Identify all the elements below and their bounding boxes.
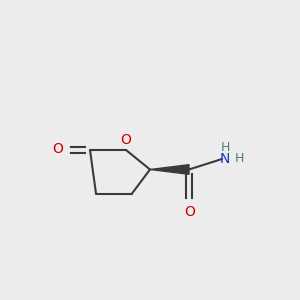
Text: H: H xyxy=(235,152,244,166)
Polygon shape xyxy=(150,165,189,174)
Text: O: O xyxy=(52,142,63,156)
Text: N: N xyxy=(220,152,230,166)
Text: O: O xyxy=(121,134,131,147)
Text: O: O xyxy=(184,205,195,218)
Text: H: H xyxy=(220,141,230,154)
